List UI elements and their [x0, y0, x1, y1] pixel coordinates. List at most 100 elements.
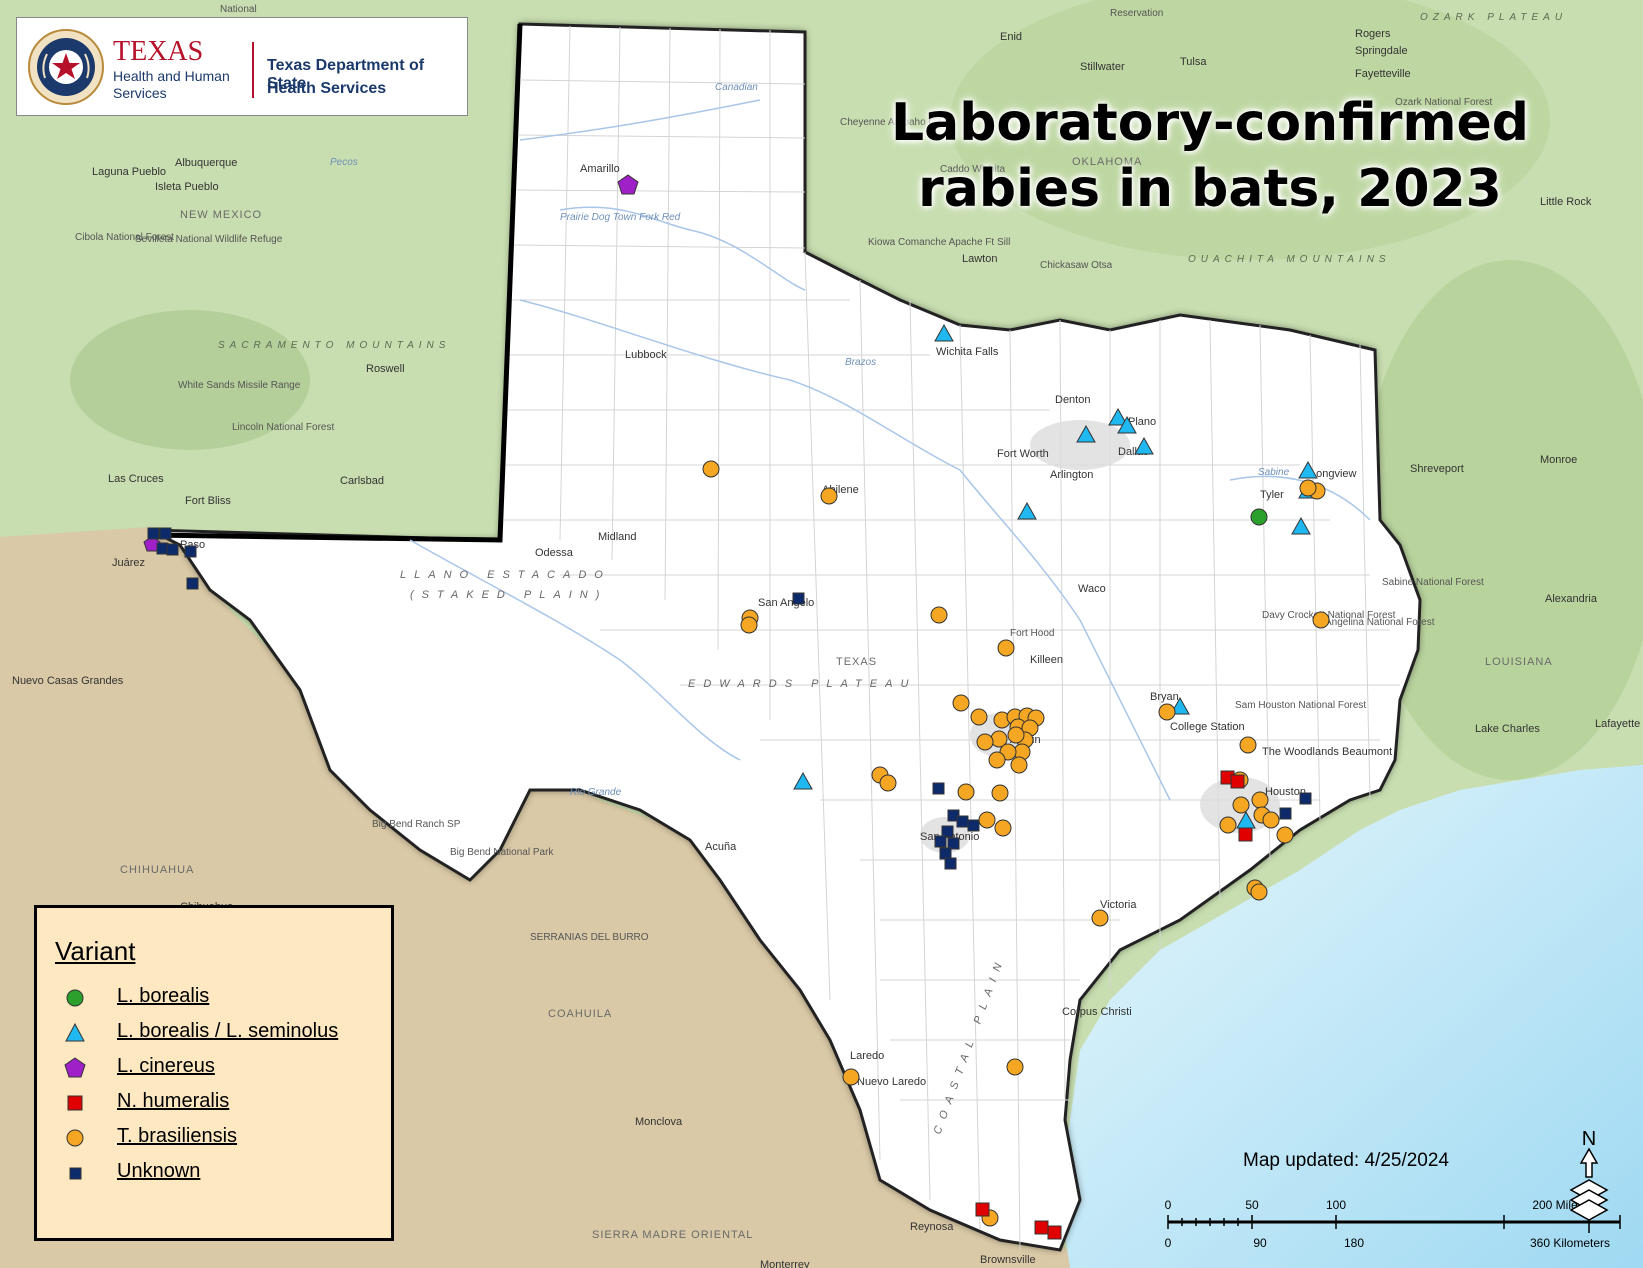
map-updated-date: Map updated: 4/25/2024: [1243, 1150, 1450, 1171]
river-label: Pecos: [330, 157, 358, 168]
case-marker-t-brasiliensis[interactable]: [988, 751, 1006, 769]
case-marker-l-borealis-seminolus[interactable]: [1117, 415, 1137, 434]
case-marker-unknown[interactable]: [941, 825, 954, 838]
case-marker-unknown[interactable]: [159, 527, 172, 540]
case-marker-l-borealis-seminolus[interactable]: [1298, 460, 1318, 479]
new-mexico-border: [149, 23, 523, 543]
case-marker-unknown[interactable]: [939, 847, 952, 860]
case-marker-t-brasiliensis[interactable]: [1251, 791, 1269, 809]
scale-bar: 0 50 100 200 Miles 0 90 180 360 Kilomete…: [1165, 1198, 1621, 1250]
case-marker-t-brasiliensis[interactable]: [978, 811, 996, 829]
case-marker-t-brasiliensis[interactable]: [740, 616, 758, 634]
case-marker-l-borealis-seminolus[interactable]: [793, 771, 813, 790]
case-marker-unknown[interactable]: [932, 782, 945, 795]
case-marker-t-brasiliensis[interactable]: [1158, 703, 1176, 721]
case-marker-t-brasiliensis[interactable]: [1006, 1058, 1024, 1076]
case-marker-l-borealis-seminolus[interactable]: [1017, 501, 1037, 520]
city-label: Brownsville: [980, 1254, 1036, 1266]
case-marker-unknown[interactable]: [184, 545, 197, 558]
case-marker-t-brasiliensis[interactable]: [952, 694, 970, 712]
case-marker-unknown[interactable]: [792, 592, 805, 605]
city-label: Lafayette: [1595, 718, 1640, 730]
region-label: NEW MEXICO: [180, 209, 262, 221]
case-marker-unknown[interactable]: [166, 543, 179, 556]
scale-tick-km: 90: [1253, 1236, 1267, 1250]
case-marker-l-borealis-seminolus[interactable]: [1108, 407, 1128, 426]
case-marker-unknown[interactable]: [186, 577, 199, 590]
case-marker-unknown[interactable]: [956, 815, 969, 828]
case-marker-t-brasiliensis[interactable]: [997, 639, 1015, 657]
scale-tick-miles: 100: [1326, 1198, 1346, 1212]
city-label: Nuevo Laredo: [857, 1076, 926, 1088]
legend-label: N. humeralis: [117, 1090, 230, 1112]
case-marker-t-brasiliensis[interactable]: [702, 460, 720, 478]
agency-logos: TEXAS Health and Human Services Texas De…: [16, 17, 468, 116]
case-marker-n-humeralis[interactable]: [1238, 827, 1253, 842]
case-marker-unknown[interactable]: [967, 819, 980, 832]
feature-label: Sabine National Forest: [1382, 577, 1484, 588]
case-marker-t-brasiliensis[interactable]: [976, 733, 994, 751]
red-square-icon: [67, 1095, 83, 1111]
city-label: Alexandria: [1545, 593, 1598, 605]
case-marker-unknown[interactable]: [147, 527, 160, 540]
feature-label: National: [220, 4, 257, 15]
case-marker-t-brasiliensis[interactable]: [1010, 756, 1028, 774]
scale-tick-km: 360 Kilometers: [1530, 1236, 1610, 1250]
case-marker-t-brasiliensis[interactable]: [1276, 826, 1294, 844]
case-points: [143, 174, 1330, 1240]
case-marker-t-brasiliensis[interactable]: [970, 708, 988, 726]
feature-label: Sam Houston National Forest: [1235, 700, 1366, 711]
city-label: Laguna Pueblo: [92, 166, 166, 178]
case-marker-l-borealis[interactable]: [1250, 508, 1268, 526]
case-marker-t-brasiliensis[interactable]: [1250, 883, 1268, 901]
case-marker-unknown[interactable]: [934, 835, 947, 848]
case-marker-t-brasiliensis[interactable]: [1091, 909, 1109, 927]
scale-tick-km: 180: [1344, 1236, 1364, 1250]
case-marker-unknown[interactable]: [947, 837, 960, 850]
case-marker-n-humeralis[interactable]: [975, 1202, 990, 1217]
case-marker-l-borealis-seminolus[interactable]: [1291, 516, 1311, 535]
case-marker-n-humeralis[interactable]: [1230, 774, 1245, 789]
case-marker-n-humeralis[interactable]: [1047, 1225, 1062, 1240]
case-marker-t-brasiliensis[interactable]: [930, 606, 948, 624]
case-marker-unknown[interactable]: [944, 857, 957, 870]
case-marker-t-brasiliensis[interactable]: [1219, 816, 1237, 834]
case-marker-t-brasiliensis[interactable]: [994, 819, 1012, 837]
city-label: Nuevo Casas Grandes: [12, 675, 124, 687]
feature-label: Lincoln National Forest: [232, 422, 334, 433]
city-label: Monroe: [1540, 454, 1577, 466]
case-marker-l-borealis-seminolus[interactable]: [1076, 424, 1096, 443]
case-marker-unknown[interactable]: [1279, 807, 1292, 820]
case-marker-unknown[interactable]: [156, 542, 169, 555]
city-label: Bryan: [1150, 691, 1179, 703]
case-marker-l-borealis-seminolus[interactable]: [1170, 696, 1190, 715]
case-marker-t-brasiliensis[interactable]: [1312, 611, 1330, 629]
region-label: TEXAS: [836, 656, 877, 668]
case-marker-l-cinereus[interactable]: [617, 174, 639, 195]
case-marker-t-brasiliensis[interactable]: [820, 487, 838, 505]
feature-label: Fort Hood: [1010, 628, 1054, 639]
case-marker-l-borealis-seminolus[interactable]: [934, 323, 954, 342]
city-label: Rogers: [1355, 28, 1391, 40]
case-marker-n-humeralis[interactable]: [1034, 1220, 1049, 1235]
case-marker-t-brasiliensis[interactable]: [991, 784, 1009, 802]
case-marker-l-borealis-seminolus[interactable]: [1134, 436, 1154, 455]
case-marker-t-brasiliensis[interactable]: [957, 783, 975, 801]
case-marker-t-brasiliensis[interactable]: [1299, 479, 1317, 497]
case-marker-t-brasiliensis[interactable]: [1232, 796, 1250, 814]
city-label: Houston: [1265, 786, 1306, 798]
case-marker-t-brasiliensis[interactable]: [842, 1068, 860, 1086]
case-marker-unknown[interactable]: [1299, 792, 1312, 805]
city-label: San Angelo: [758, 597, 814, 609]
city-label: Lake Charles: [1475, 723, 1540, 735]
case-marker-t-brasiliensis[interactable]: [1262, 811, 1280, 829]
city-label: Tyler: [1260, 489, 1284, 501]
case-marker-t-brasiliensis[interactable]: [879, 774, 897, 792]
case-marker-l-cinereus[interactable]: [143, 535, 161, 552]
rivers: [409, 99, 1371, 801]
case-marker-t-brasiliensis[interactable]: [1007, 726, 1025, 744]
legend-label: T. brasiliensis: [117, 1125, 238, 1147]
city-label: Little Rock: [1540, 196, 1592, 208]
case-marker-t-brasiliensis[interactable]: [1239, 736, 1257, 754]
